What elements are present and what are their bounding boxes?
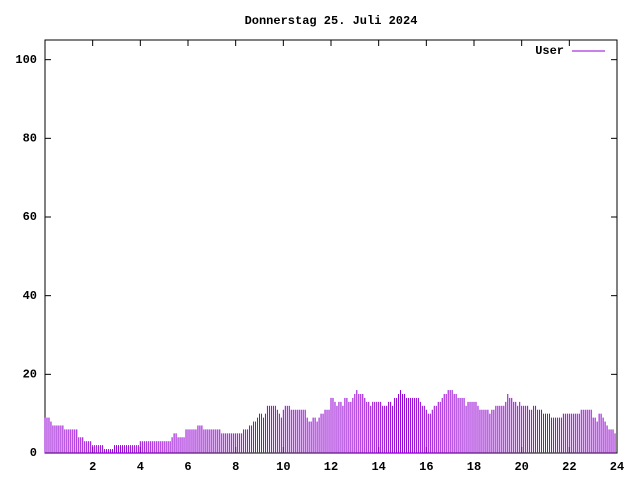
x-tick-label: 16 <box>419 460 433 474</box>
y-tick-label: 100 <box>15 53 37 67</box>
legend-label: User <box>535 44 564 58</box>
y-tick-label: 60 <box>23 210 37 224</box>
plot-frame <box>44 39 618 454</box>
x-tick-label: 4 <box>137 460 144 474</box>
x-tick-label: 22 <box>562 460 576 474</box>
x-tick-label: 8 <box>232 460 239 474</box>
x-tick-label: 14 <box>371 460 385 474</box>
x-tick-label: 12 <box>324 460 338 474</box>
chart-title: Donnerstag 25. Juli 2024 <box>245 14 418 28</box>
y-tick-label: 0 <box>30 446 37 460</box>
y-tick-label: 40 <box>23 289 37 303</box>
x-tick-label: 24 <box>610 460 624 474</box>
x-tick-label: 6 <box>184 460 191 474</box>
x-tick-label: 20 <box>514 460 528 474</box>
y-tick-label: 20 <box>23 368 37 382</box>
x-tick-label: 10 <box>276 460 290 474</box>
x-tick-label: 2 <box>89 460 96 474</box>
y-tick-label: 80 <box>23 132 37 146</box>
x-tick-label: 18 <box>467 460 481 474</box>
